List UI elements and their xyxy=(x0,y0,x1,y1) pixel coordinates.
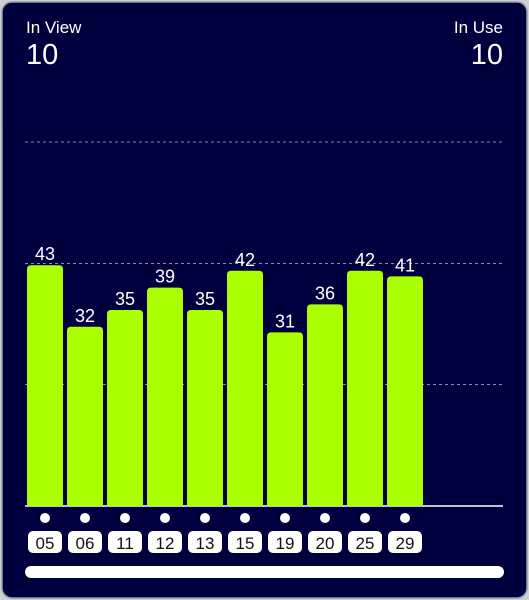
status-dot xyxy=(400,513,410,523)
status-dot xyxy=(240,513,250,523)
bar xyxy=(27,265,63,506)
in-use-value: 10 xyxy=(471,39,503,71)
bar xyxy=(307,304,343,506)
bar-value-label: 35 xyxy=(115,289,135,309)
x-tick-label: 11 xyxy=(116,534,134,553)
x-tick-label: 05 xyxy=(36,534,55,553)
in-view-value: 10 xyxy=(26,39,58,71)
status-dot xyxy=(40,513,50,523)
id-badge xyxy=(348,531,382,553)
bar xyxy=(387,276,423,506)
x-tick-label: 13 xyxy=(196,534,215,553)
id-badge xyxy=(308,531,342,553)
in-use-label: In Use xyxy=(454,18,503,37)
id-badge xyxy=(188,531,222,553)
status-dot xyxy=(200,513,210,523)
bar xyxy=(227,270,263,506)
x-tick-label: 25 xyxy=(356,534,375,553)
bar-value-label: 41 xyxy=(395,255,415,275)
bar-value-label: 43 xyxy=(35,244,55,264)
id-badge xyxy=(28,531,62,553)
bar xyxy=(347,270,383,506)
bar-value-label: 32 xyxy=(75,306,95,326)
x-tick-label: 15 xyxy=(236,534,255,553)
status-dot xyxy=(120,513,130,523)
bar-value-label: 39 xyxy=(155,267,175,287)
bar xyxy=(147,287,183,506)
bar-value-label: 35 xyxy=(195,289,215,309)
x-tick-label: 20 xyxy=(316,534,335,553)
in-view-label: In View xyxy=(26,18,82,37)
id-badge xyxy=(148,531,182,553)
id-badge xyxy=(68,531,102,553)
x-tick-label: 06 xyxy=(76,534,95,553)
bar-value-label: 31 xyxy=(275,311,295,331)
status-dot xyxy=(320,513,330,523)
id-badge xyxy=(108,531,142,553)
bar xyxy=(267,332,303,506)
x-tick-label: 12 xyxy=(156,534,175,553)
bar xyxy=(107,310,143,506)
x-tick-label: 19 xyxy=(276,534,295,553)
bar-value-label: 42 xyxy=(355,250,375,270)
bar xyxy=(67,326,103,506)
status-dot xyxy=(80,513,90,523)
status-dot xyxy=(280,513,290,523)
x-tick-label: 29 xyxy=(396,534,415,553)
scroll-bar xyxy=(25,566,504,578)
id-badge xyxy=(388,531,422,553)
status-dot xyxy=(160,513,170,523)
id-badge xyxy=(268,531,302,553)
id-badge xyxy=(228,531,262,553)
status-dot xyxy=(360,513,370,523)
bar xyxy=(187,310,223,506)
bar-value-label: 42 xyxy=(235,250,255,270)
bar-value-label: 36 xyxy=(315,283,335,303)
